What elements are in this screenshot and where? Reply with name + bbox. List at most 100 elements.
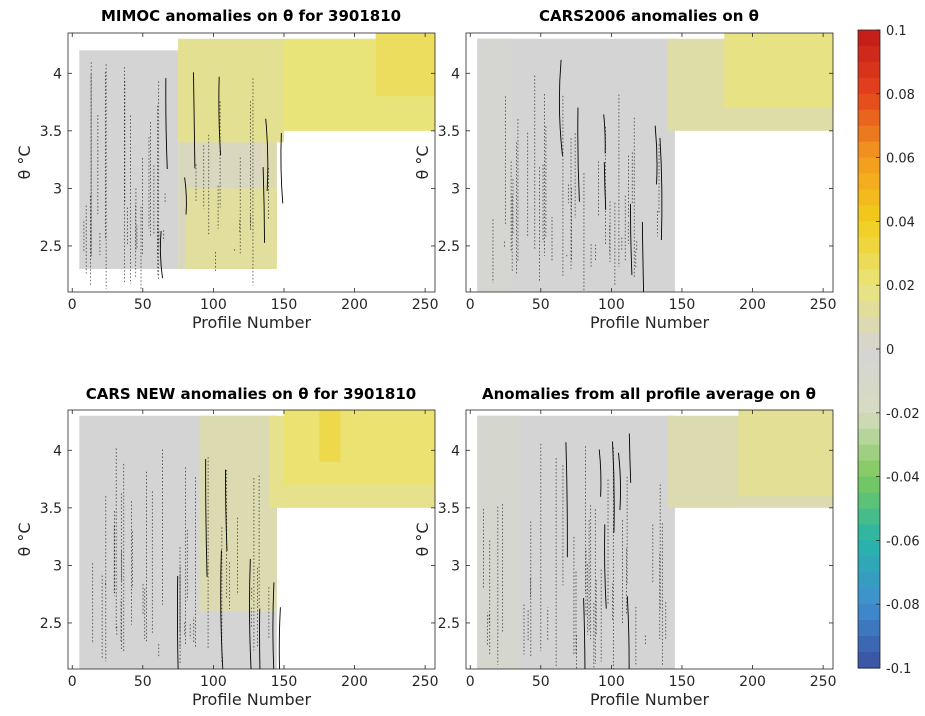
colorbar-band [858,604,880,621]
colorbar-band [858,141,880,159]
colorbar-band [858,221,880,238]
contour-line [280,133,284,204]
x-tick-label: 100 [200,674,227,690]
contour-line [577,107,580,202]
heatmap-cell [79,50,179,269]
x-tick-label: 50 [532,674,550,690]
colorbar-band [858,301,880,318]
colorbar-band [858,572,880,589]
y-tick-label: 2.5 [40,239,62,255]
x-tick-label: 250 [810,297,837,313]
axes-box [465,409,834,670]
colorbar-tick-label: 0 [886,343,894,358]
y-tick-label: 2.5 [438,616,460,632]
colorbar-band [858,237,880,254]
contour-line [225,469,228,552]
colorbar-band [858,205,880,222]
colorbar-band [858,77,880,95]
colorbar: 0.1 0.08 0.06 0.04 0.02 0 -0.02 -0.04 -0.06 -0.08… [857,24,920,677]
contour-line [272,582,275,669]
heatmap-cell [199,415,277,612]
heatmap [79,410,435,669]
contour-line [220,550,224,669]
panel-1: 0 50 100 150 200 250 2.5 3 3.5 4 Profile Number θ °… [15,7,438,332]
contour-line [612,441,615,533]
heatmap-cell [477,415,520,669]
panel-4: 0 50 100 150 200 250 2.5 3 3.5 4 Profile Number θ °… [413,385,836,709]
x-tick-label: 0 [466,297,475,313]
colorbar-band [858,620,880,637]
colorbar-band [858,444,880,462]
colorbar-band [858,524,880,541]
x-tick-label: 250 [810,674,837,690]
colorbar-band [858,333,880,350]
contour-line [265,118,269,191]
y-tick-label: 4 [53,66,62,82]
y-axis-label: θ °C [413,145,432,179]
y-tick-label: 4 [451,443,460,459]
colorbar-band [858,492,880,510]
y-tick-label: 3.5 [40,501,62,517]
contour-line [626,596,630,669]
contour-line [184,177,187,215]
x-tick-label: 150 [669,674,696,690]
contour-line [165,78,168,169]
contour-line [249,558,252,669]
colorbar-band [858,157,880,175]
x-tick-label: 200 [739,674,766,690]
chart-title: CARS2006 anomalies on θ [539,7,759,25]
colorbar-band [858,428,880,446]
colorbar-band [858,189,880,207]
colorbar-band [858,61,880,79]
x-tick-label: 250 [412,297,439,313]
y-tick-label: 3 [53,558,62,574]
x-tick-label: 150 [271,674,298,690]
y-tick-label: 3 [451,558,460,574]
colorbar-band [858,508,880,526]
colorbar-tick-label: 0.06 [886,152,915,167]
contour-line [558,59,563,156]
x-tick-label: 0 [68,674,77,690]
colorbar-tick-label: -0.1 [886,662,911,677]
contour-line [262,167,265,243]
colorbar-band [858,588,880,605]
colorbar-band [858,540,880,557]
colorbar-band [858,45,880,63]
x-tick-label: 250 [412,674,439,690]
contour-line [598,449,602,497]
x-tick-label: 100 [598,674,625,690]
contour-line [604,524,607,609]
colorbar-tick-label: -0.02 [886,407,920,422]
contour-line [176,575,179,669]
contour-line [259,608,261,669]
axes-box [67,32,436,293]
contour-line [630,203,633,276]
x-axis-label: Profile Number [192,690,312,709]
y-axis-label: θ °C [15,145,34,179]
colorbar-band [858,412,880,430]
x-tick-label: 200 [341,674,368,690]
heatmap-cell [185,188,277,269]
panel-3: 0 50 100 150 200 250 2.5 3 3.5 4 Profile Number θ °… [15,385,439,709]
colorbar-band [858,317,880,334]
y-tick-label: 2.5 [438,239,460,255]
x-axis-label: Profile Number [590,313,710,332]
colorbar-tick-label: 0.04 [886,215,915,230]
y-tick-label: 3 [451,181,460,197]
x-tick-label: 50 [134,297,152,313]
y-tick-label: 2.5 [40,616,62,632]
panel-2: 0 50 100 150 200 250 2.5 3 3.5 4 Profile Number θ °… [413,7,836,332]
heatmap-cell [283,410,435,485]
contour-line [193,72,196,169]
y-axis-label: θ °C [15,522,34,556]
heatmap-cell [375,33,435,97]
heatmap-cell [738,410,833,497]
contour-line [628,433,632,483]
contour-line [618,452,621,511]
colorbar-tick-label: 0.02 [886,279,915,294]
x-tick-label: 150 [271,297,298,313]
colorbar-band [858,253,880,270]
heatmap [79,33,435,290]
chart-title: CARS NEW anomalies on θ for 3901810 [86,385,416,403]
